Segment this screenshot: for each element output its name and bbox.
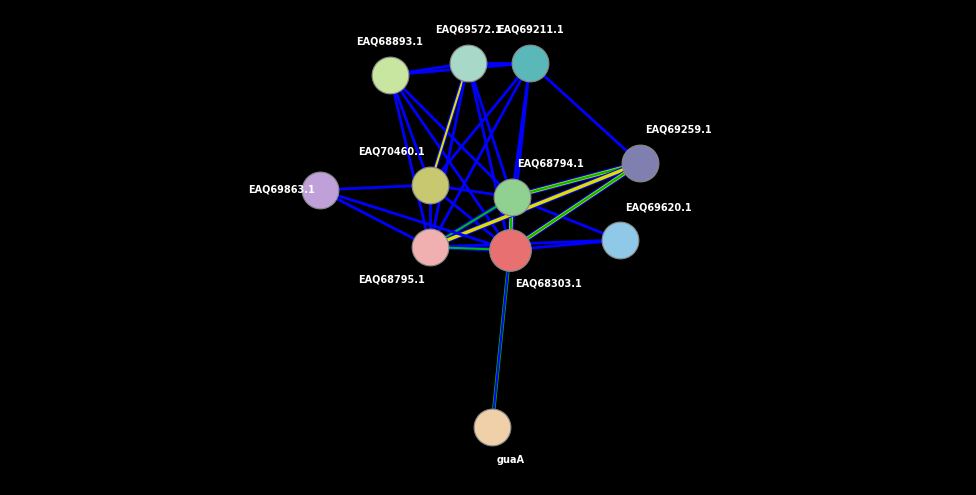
Point: [423, 181, 438, 189]
Point: [383, 71, 398, 79]
Point: [484, 423, 500, 431]
Text: EAQ69620.1: EAQ69620.1: [625, 202, 692, 212]
Text: EAQ68893.1: EAQ68893.1: [356, 37, 424, 47]
Text: EAQ69572.1: EAQ69572.1: [434, 25, 502, 35]
Text: EAQ68795.1: EAQ68795.1: [358, 275, 425, 285]
Text: EAQ68794.1: EAQ68794.1: [517, 159, 584, 169]
Text: EAQ68303.1: EAQ68303.1: [515, 278, 582, 288]
Point: [632, 159, 648, 167]
Point: [503, 246, 518, 254]
Text: EAQ69863.1: EAQ69863.1: [248, 185, 315, 195]
Point: [522, 59, 538, 67]
Point: [312, 186, 328, 194]
Point: [505, 193, 520, 201]
Text: EAQ70460.1: EAQ70460.1: [358, 147, 425, 157]
Text: EAQ69259.1: EAQ69259.1: [645, 125, 712, 135]
Point: [461, 59, 476, 67]
Text: guaA: guaA: [497, 455, 525, 465]
Point: [423, 243, 438, 251]
Text: EAQ69211.1: EAQ69211.1: [497, 25, 563, 35]
Point: [612, 236, 628, 244]
